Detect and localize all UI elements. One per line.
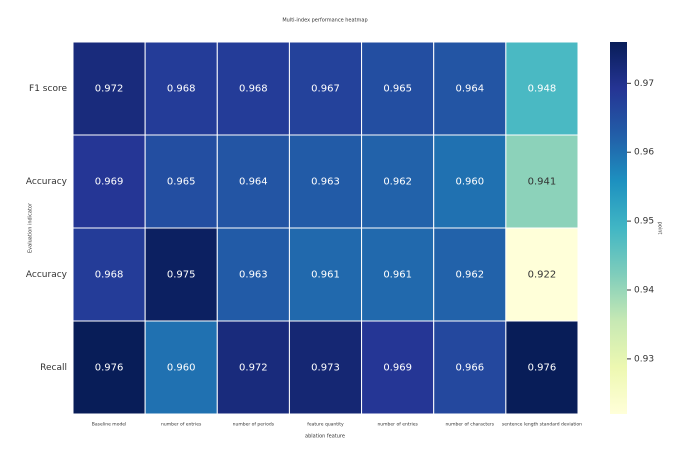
y-tick-label: Recall [40, 363, 67, 373]
cell-value: 0.960 [455, 177, 484, 188]
cell-value: 0.965 [167, 177, 196, 188]
heatmap-cell [72, 41, 146, 136]
colorbar-label: point [657, 222, 663, 235]
cell-value: 0.973 [311, 363, 340, 374]
x-tick-label: number of characters [445, 422, 494, 428]
cell-value: 0.975 [167, 270, 196, 281]
colorbar-tick-label: 0.97 [634, 79, 654, 89]
x-tick-label: Baseline model [92, 422, 127, 428]
cell-value: 0.972 [95, 84, 124, 95]
heatmap-cell [216, 227, 290, 322]
heatmap-cell [505, 320, 579, 415]
heatmap-cell [216, 134, 290, 229]
cell-value: 0.961 [311, 270, 340, 281]
heatmap-cell [505, 134, 579, 229]
colorbar-tick-label: 0.94 [634, 286, 654, 296]
x-tick-label: number of entries [161, 422, 202, 428]
x-tick-label: feature quantity [307, 422, 344, 428]
heatmap-cell [505, 227, 579, 322]
cell-value: 0.922 [528, 270, 557, 281]
x-axis-label: ablation feature [305, 434, 345, 440]
cell-value: 0.964 [239, 177, 268, 188]
cell-value: 0.969 [95, 177, 124, 188]
x-tick-label: number of periods [233, 422, 275, 428]
heatmap-cell [216, 41, 290, 136]
cell-value: 0.968 [167, 84, 196, 95]
heatmap-cell [144, 41, 218, 136]
y-tick-label: Accuracy [26, 270, 68, 280]
x-tick-label: number of entries [377, 422, 418, 428]
heatmap-cell [361, 227, 435, 322]
heatmap-cell [433, 41, 507, 136]
colorbar-tick-label: 0.96 [634, 148, 654, 158]
cell-value: 0.968 [239, 84, 268, 95]
heatmap-cell [433, 227, 507, 322]
cell-value: 0.967 [311, 84, 340, 95]
cell-value: 0.961 [383, 270, 412, 281]
cell-value: 0.976 [95, 363, 124, 374]
cell-value: 0.941 [528, 177, 557, 188]
heatmap-cell [72, 134, 146, 229]
colorbar-tick-label: 0.93 [634, 354, 654, 364]
heatmap-cell [288, 320, 363, 415]
cell-value: 0.968 [95, 270, 124, 281]
cell-value: 0.966 [455, 363, 484, 374]
heatmap-cell [361, 41, 435, 136]
colorbar-tick-label: 0.95 [634, 217, 654, 227]
heatmap-cell [144, 320, 218, 415]
cell-value: 0.962 [455, 270, 484, 281]
heatmap-cell [144, 227, 218, 322]
cell-value: 0.972 [239, 363, 268, 374]
cell-value: 0.962 [383, 177, 412, 188]
heatmap-cell [72, 320, 146, 415]
y-axis-label: Evaluation indicator [28, 202, 34, 253]
cell-value: 0.963 [239, 270, 268, 281]
cell-value: 0.965 [383, 84, 412, 95]
cell-value: 0.969 [383, 363, 412, 374]
colorbar [610, 42, 627, 414]
cell-value: 0.960 [167, 363, 196, 374]
cell-value: 0.948 [528, 84, 557, 95]
heatmap-cell [433, 134, 507, 229]
cell-value: 0.963 [311, 177, 340, 188]
cell-value: 0.964 [455, 84, 484, 95]
heatmap-cell [361, 134, 435, 229]
heatmap-cell [288, 41, 363, 136]
chart-title: Multi-index performance heatmap [282, 18, 367, 24]
x-tick-label: sentence length standard deviation [502, 422, 582, 428]
y-tick-label: Accuracy [26, 177, 68, 187]
y-tick-label: F1 score [29, 84, 67, 94]
heatmap-cell [433, 320, 507, 415]
heatmap-cell [288, 227, 363, 322]
cell-value: 0.976 [528, 363, 557, 374]
